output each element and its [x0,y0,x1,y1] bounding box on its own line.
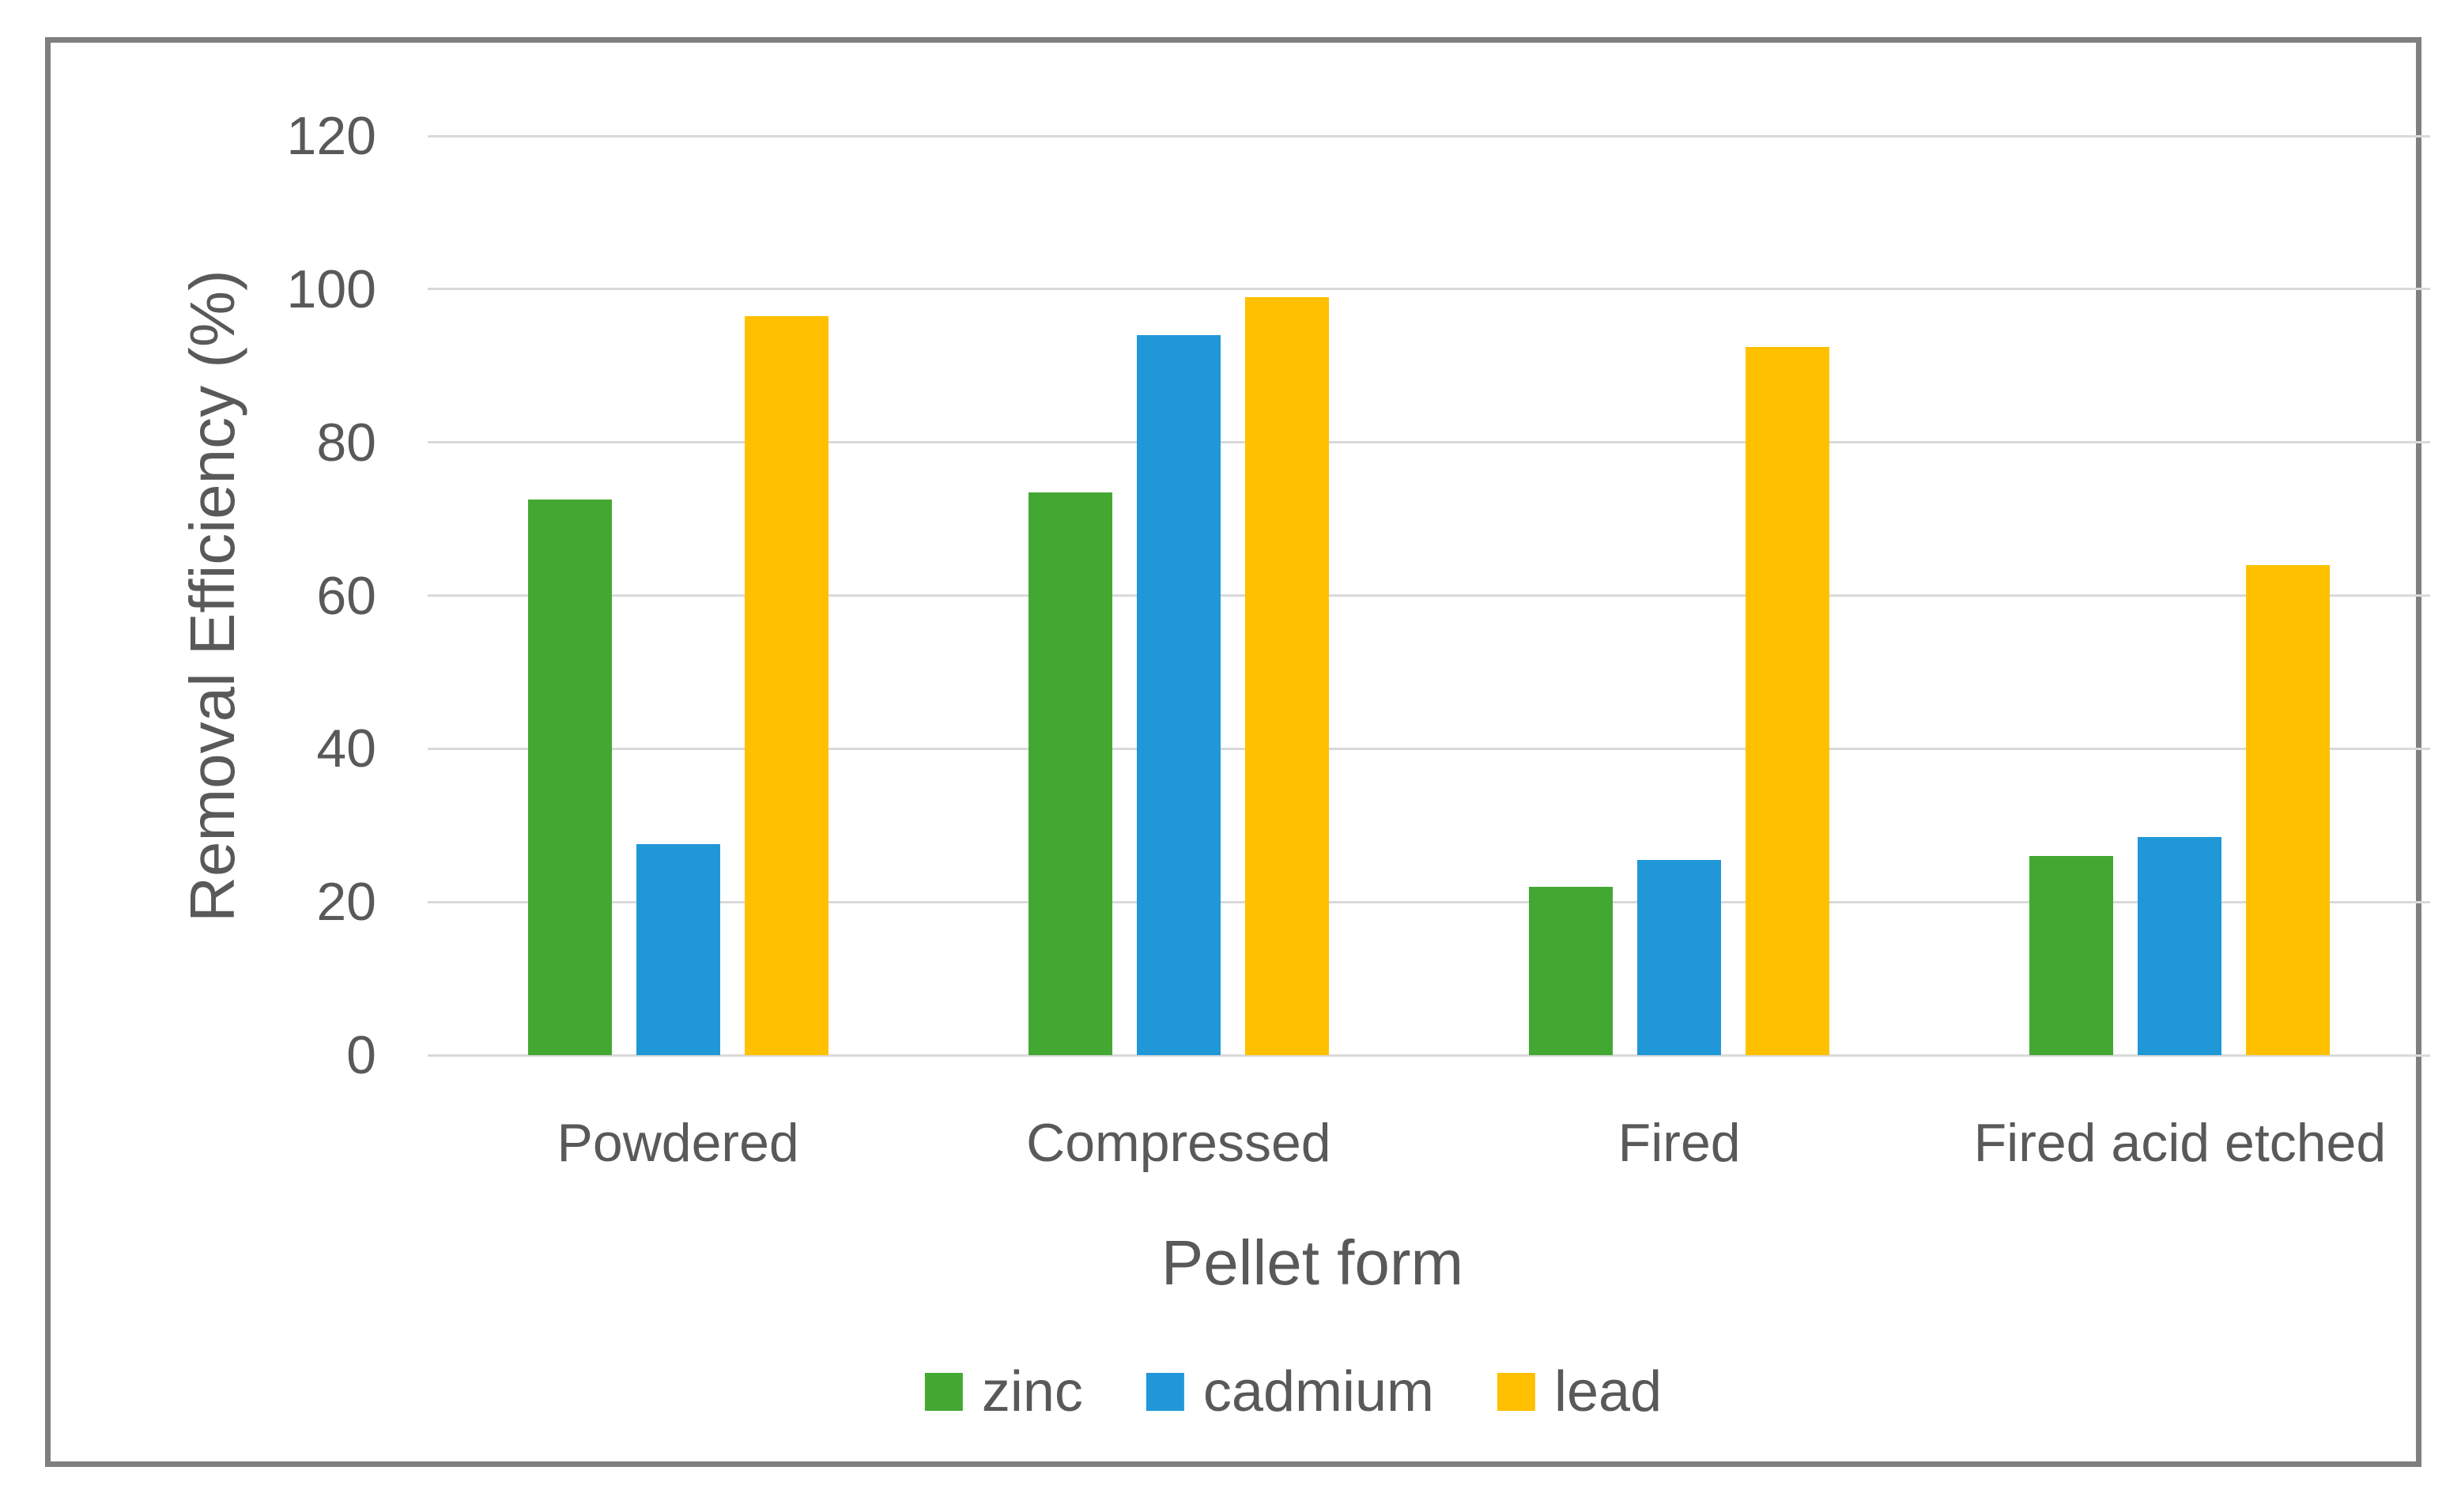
x-axis-category-labels: Powdered Compressed Fired Fired acid etched [428,1110,2430,1176]
chart-frame: Removal Efficiency (%) Pellet form 0 20 40… [45,37,2430,1467]
bar-zinc-fired [1529,886,1614,1055]
bar-cadmium-powdered [636,844,720,1055]
bar-group-fired [1429,136,1930,1055]
category-label-powdered: Powdered [557,1113,799,1173]
gridline-0 [428,1054,2430,1057]
bar-lead-fired-acid-etched [2246,564,2331,1055]
gridline-20 [428,900,2430,903]
bar-lead-fired [1746,346,1830,1055]
bar-cadmium-compressed [1136,334,1221,1055]
bar-groups [428,136,2430,1055]
bar-zinc-fired-acid-etched [2029,856,2114,1055]
legend-label-cadmium: cadmium [1202,1360,1434,1423]
gridline-120 [428,134,2430,138]
bar-zinc-powdered [527,500,612,1055]
legend-swatch-lead [1497,1373,1535,1411]
legend: zinc cadmium lead [924,1360,1662,1423]
bar-cadmium-fired-acid-etched [2138,836,2222,1055]
category-label-fired-acid-etched: Fired acid etched [1973,1113,2387,1173]
legend-swatch-zinc [924,1373,963,1411]
gridline-100 [428,288,2430,291]
legend-label-zinc: zinc [981,1360,1083,1423]
bar-lead-compressed [1244,296,1329,1055]
y-tick-label-100: 100 [286,258,376,319]
gridline-80 [428,441,2430,444]
y-tick-label-120: 120 [286,106,376,166]
legend-item-cadmium: cadmium [1146,1363,1434,1420]
gridline-60 [428,594,2430,597]
bar-zinc-compressed [1028,492,1112,1055]
bar-group-powdered [428,136,928,1055]
y-tick-label-0: 0 [346,1025,376,1085]
bar-group-compressed [928,136,1429,1055]
y-tick-label-40: 40 [316,718,376,779]
x-axis-title: Pellet form [1161,1227,1464,1298]
bar-group-fired-acid-etched [1930,136,2430,1055]
gridline-40 [428,747,2430,750]
category-label-fired: Fired [1617,1113,1741,1173]
legend-label-lead: lead [1554,1360,1663,1423]
y-tick-label-60: 60 [316,565,376,626]
y-tick-label-80: 80 [316,412,376,473]
legend-item-lead: lead [1497,1363,1662,1420]
legend-swatch-cadmium [1146,1373,1184,1411]
y-tick-label-20: 20 [316,872,376,933]
plot-area [428,134,2430,1057]
category-label-compressed: Compressed [1026,1113,1331,1173]
bar-lead-powdered [744,315,829,1055]
legend-item-zinc: zinc [924,1360,1083,1423]
bar-cadmium-fired [1637,859,1722,1055]
